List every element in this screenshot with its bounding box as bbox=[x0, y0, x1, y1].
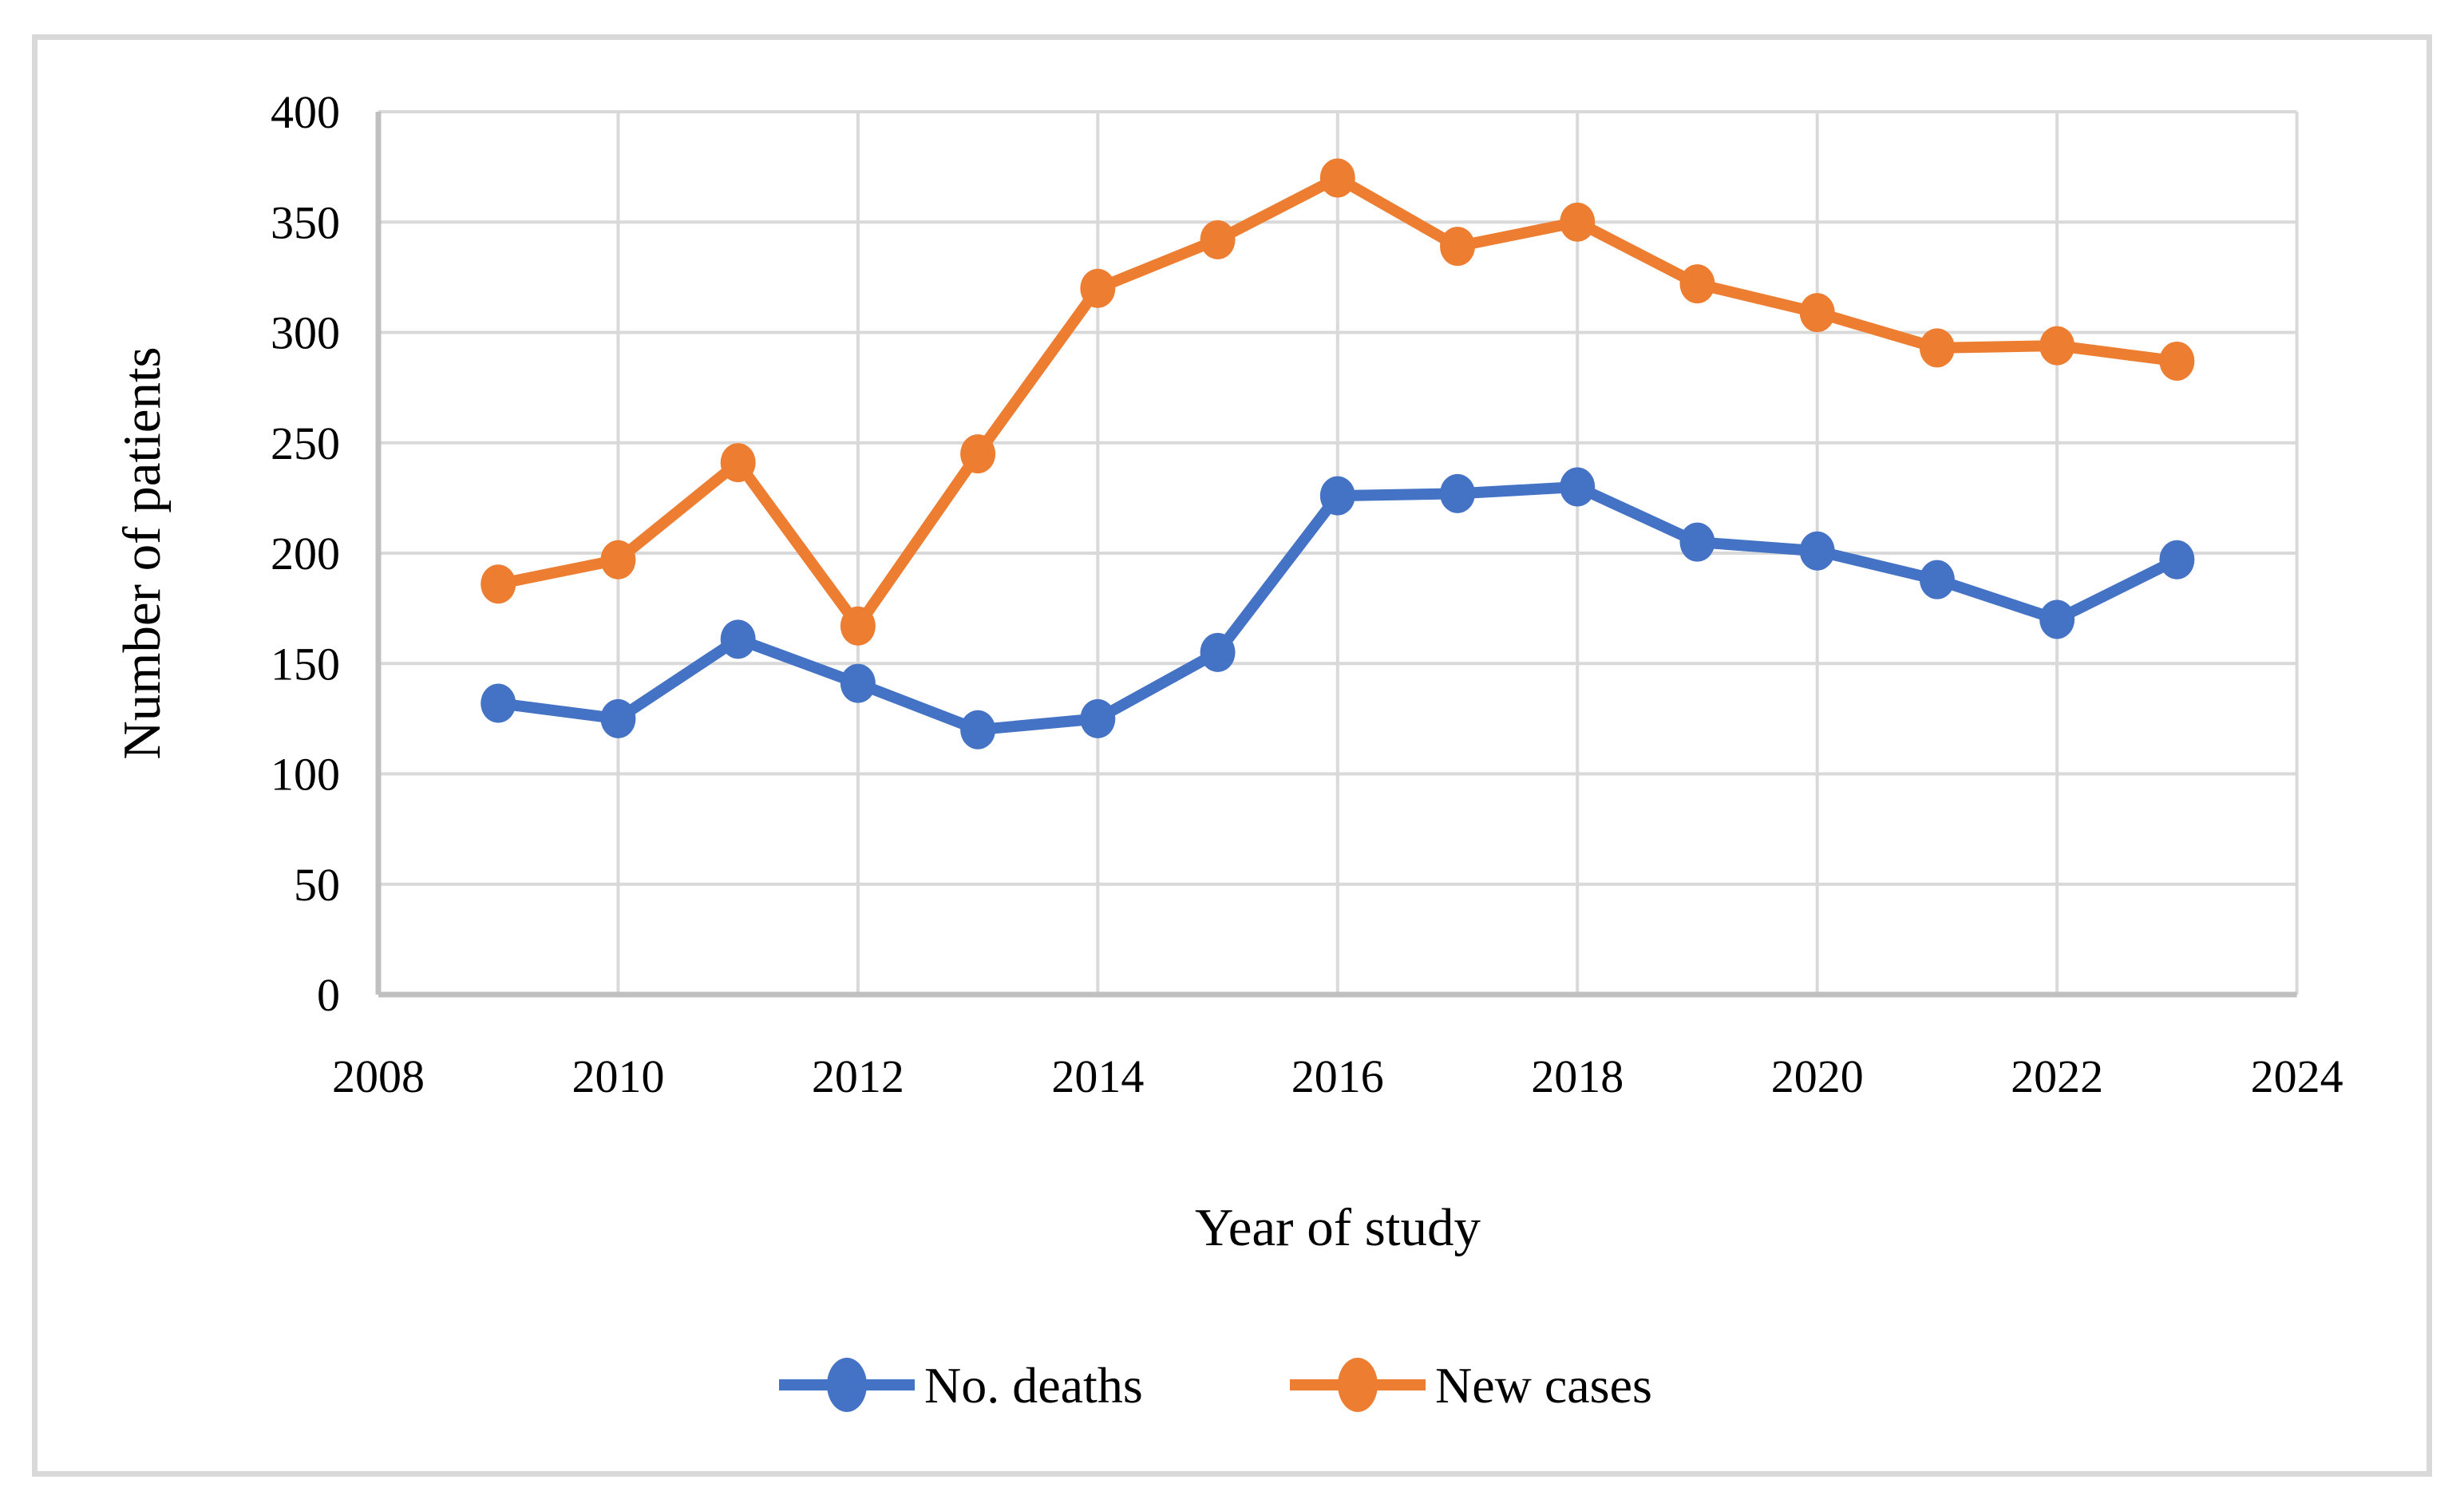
data-point bbox=[1440, 227, 1476, 267]
legend-dot-icon bbox=[827, 1358, 867, 1412]
legend-label-no-deaths: No. deaths bbox=[924, 1357, 1143, 1414]
y-tick-label: 400 bbox=[271, 86, 340, 138]
y-tick-label: 150 bbox=[271, 638, 340, 690]
data-point bbox=[720, 443, 756, 483]
data-point bbox=[1319, 158, 1355, 198]
data-point bbox=[2039, 599, 2075, 639]
y-tick-label: 300 bbox=[271, 307, 340, 359]
data-point bbox=[1560, 202, 1596, 242]
gridlines bbox=[377, 110, 2299, 996]
data-point bbox=[2159, 341, 2195, 381]
data-point bbox=[1919, 328, 1955, 368]
data-point bbox=[481, 683, 516, 723]
x-tick-label: 2024 bbox=[2251, 1050, 2343, 1102]
data-point bbox=[1200, 632, 1236, 672]
x-tick-labels: 2008 2010 2012 2014 2016 2018 2020 2022 2024 bbox=[332, 1050, 2343, 1102]
data-point bbox=[1679, 522, 1715, 562]
x-tick-label: 2010 bbox=[572, 1050, 664, 1102]
data-point bbox=[960, 434, 996, 474]
y-tick-labels: 0 50 100 150 200 250 300 350 400 bbox=[271, 86, 340, 1021]
y-tick-label: 350 bbox=[271, 196, 340, 248]
axes bbox=[375, 112, 2297, 998]
legend: No. deaths New cases bbox=[779, 1357, 1652, 1414]
legend-label-new-cases: New cases bbox=[1435, 1357, 1652, 1414]
data-point bbox=[1080, 268, 1116, 308]
x-tick-label: 2008 bbox=[332, 1050, 425, 1102]
data-point bbox=[1799, 293, 1835, 333]
data-point bbox=[1080, 698, 1116, 738]
series-no-deaths bbox=[481, 467, 2195, 750]
y-tick-label: 250 bbox=[271, 417, 340, 469]
x-tick-label: 2018 bbox=[1531, 1050, 1624, 1102]
x-axis-title: Year of study bbox=[1195, 1198, 1481, 1257]
series-new-cases bbox=[481, 158, 2195, 646]
data-point bbox=[720, 619, 756, 659]
legend-item-new-cases: New cases bbox=[1290, 1357, 1652, 1414]
y-tick-label: 50 bbox=[294, 859, 340, 911]
x-tick-label: 2020 bbox=[1771, 1050, 1864, 1102]
data-point bbox=[481, 564, 516, 604]
data-point bbox=[1560, 467, 1596, 507]
data-point bbox=[1319, 476, 1355, 516]
data-point bbox=[2039, 326, 2075, 366]
data-point bbox=[960, 710, 996, 750]
y-tick-label: 100 bbox=[271, 749, 340, 801]
x-tick-label: 2014 bbox=[1051, 1050, 1144, 1102]
y-tick-label: 200 bbox=[271, 528, 340, 579]
x-tick-label: 2016 bbox=[1291, 1050, 1384, 1102]
data-point bbox=[840, 606, 876, 646]
legend-dot-icon bbox=[1338, 1358, 1378, 1412]
data-point bbox=[1799, 531, 1835, 571]
x-tick-label: 2022 bbox=[2011, 1050, 2103, 1102]
y-axis-title: Number of patients bbox=[113, 346, 172, 759]
x-tick-label: 2012 bbox=[812, 1050, 904, 1102]
data-point bbox=[840, 663, 876, 703]
plot-series bbox=[481, 158, 2195, 750]
data-point bbox=[1919, 560, 1955, 599]
data-point bbox=[600, 540, 636, 579]
legend-item-no-deaths: No. deaths bbox=[779, 1357, 1143, 1414]
data-point bbox=[1440, 473, 1476, 513]
data-point bbox=[2159, 540, 2195, 579]
data-point bbox=[1679, 264, 1715, 304]
figure-border bbox=[32, 34, 2432, 1477]
data-point bbox=[1200, 220, 1236, 259]
y-tick-label: 0 bbox=[317, 969, 340, 1021]
data-point bbox=[600, 698, 636, 738]
